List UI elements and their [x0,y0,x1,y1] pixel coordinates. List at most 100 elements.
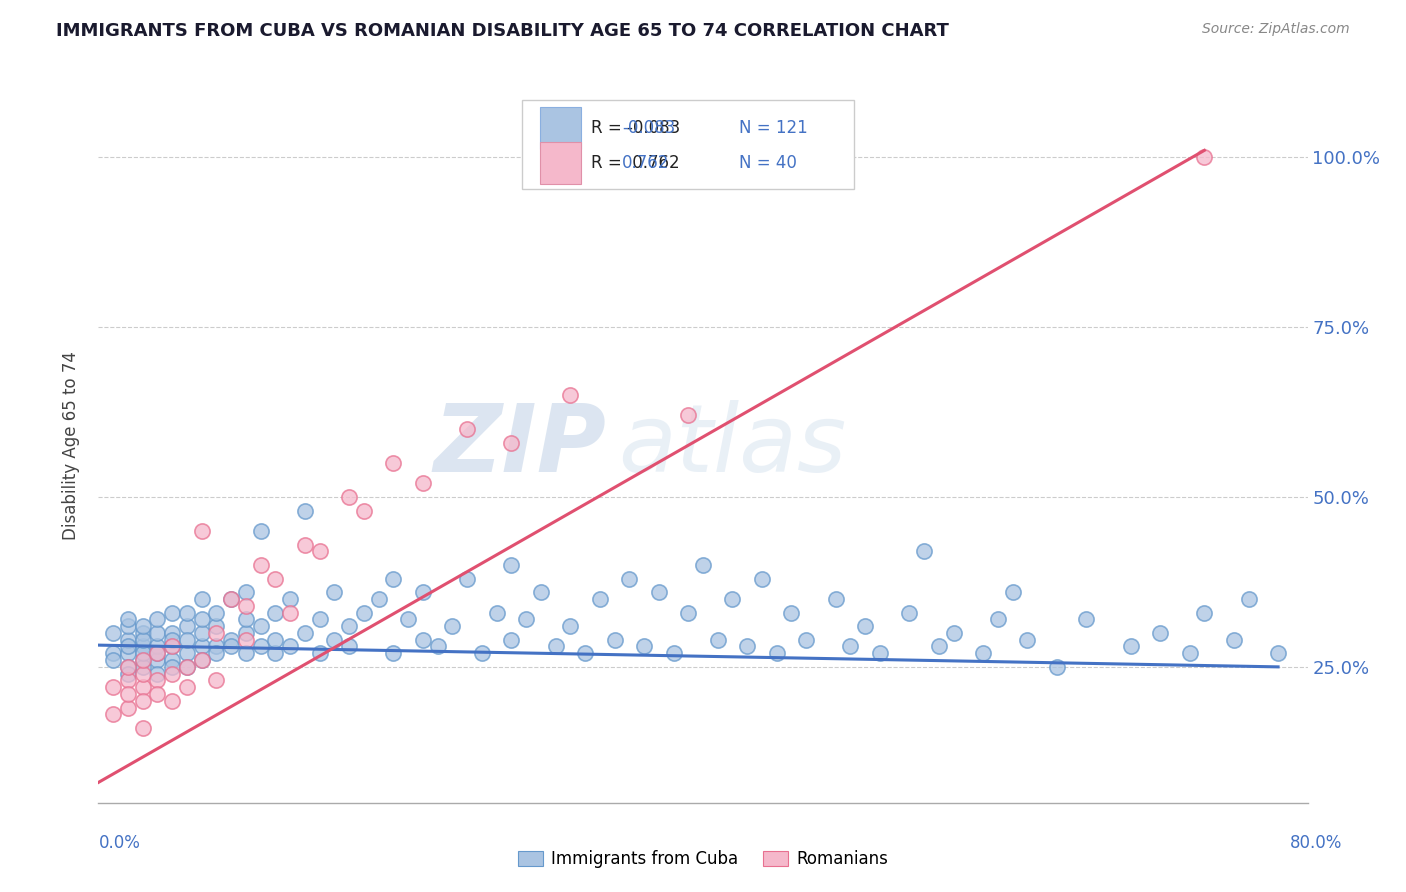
Point [264,606,287,620]
Point [117,660,139,674]
Point [176,660,198,674]
Point [160,606,183,620]
Point [501,435,523,450]
Point [692,558,714,572]
Point [205,619,228,633]
Point [574,646,596,660]
Point [117,640,139,654]
Point [264,572,287,586]
Point [441,619,464,633]
Point [367,591,389,606]
Point [337,490,360,504]
Point [264,632,287,647]
Point [294,626,316,640]
Text: 80.0%: 80.0% [1291,834,1343,852]
Point [987,612,1010,626]
Point [190,653,212,667]
Point [249,640,271,654]
Text: 0.0%: 0.0% [98,834,141,852]
Point [205,626,228,640]
Point [530,585,553,599]
Point [353,606,375,620]
Point [219,632,242,647]
Point [308,612,330,626]
Point [412,585,434,599]
Text: N = 40: N = 40 [740,153,797,171]
Point [190,653,212,667]
Point [456,572,478,586]
Point [235,626,257,640]
Point [824,591,846,606]
Point [735,640,758,654]
Point [603,632,626,647]
Point [117,673,139,688]
Point [382,646,405,660]
Point [942,626,965,640]
Y-axis label: Disability Age 65 to 74: Disability Age 65 to 74 [62,351,80,541]
Point [146,687,169,701]
Point [337,619,360,633]
Point [544,640,567,654]
Point [249,558,271,572]
Text: R =  0.762: R = 0.762 [591,153,679,171]
Point [308,544,330,558]
FancyBboxPatch shape [540,142,581,184]
Point [101,646,124,660]
Point [101,653,124,667]
Point [706,632,728,647]
Point [131,660,153,674]
Point [560,619,582,633]
Text: -0.083: -0.083 [621,120,675,137]
Text: 0.762: 0.762 [621,153,669,171]
Point [1001,585,1024,599]
Point [912,544,935,558]
Point [249,619,271,633]
Point [294,503,316,517]
Point [146,612,169,626]
Point [278,640,301,654]
Point [131,640,153,654]
Point [117,612,139,626]
Point [619,572,641,586]
Point [765,646,787,660]
Point [898,606,921,620]
Point [308,646,330,660]
Point [235,646,257,660]
Point [353,503,375,517]
Point [117,646,139,660]
Point [131,646,153,660]
Point [131,653,153,667]
Point [160,640,183,654]
Point [853,619,876,633]
Point [117,660,139,674]
Legend: Immigrants from Cuba, Romanians: Immigrants from Cuba, Romanians [510,844,896,875]
Point [323,632,346,647]
Point [146,646,169,660]
Point [131,653,153,667]
Point [471,646,494,660]
Point [235,612,257,626]
Point [839,640,862,654]
Point [160,626,183,640]
Point [131,626,153,640]
Point [117,619,139,633]
Point [1194,150,1216,164]
Point [382,456,405,470]
Point [131,632,153,647]
Point [1119,640,1142,654]
Point [190,612,212,626]
Point [278,591,301,606]
Point [219,591,242,606]
Point [117,700,139,714]
Point [1178,646,1201,660]
Point [160,694,183,708]
Point [249,524,271,538]
Text: IMMIGRANTS FROM CUBA VS ROMANIAN DISABILITY AGE 65 TO 74 CORRELATION CHART: IMMIGRANTS FROM CUBA VS ROMANIAN DISABIL… [56,22,949,40]
Point [678,409,700,423]
FancyBboxPatch shape [522,100,855,189]
Point [219,640,242,654]
Text: R = -0.083: R = -0.083 [591,120,679,137]
Point [560,388,582,402]
Point [205,646,228,660]
Point [721,591,744,606]
